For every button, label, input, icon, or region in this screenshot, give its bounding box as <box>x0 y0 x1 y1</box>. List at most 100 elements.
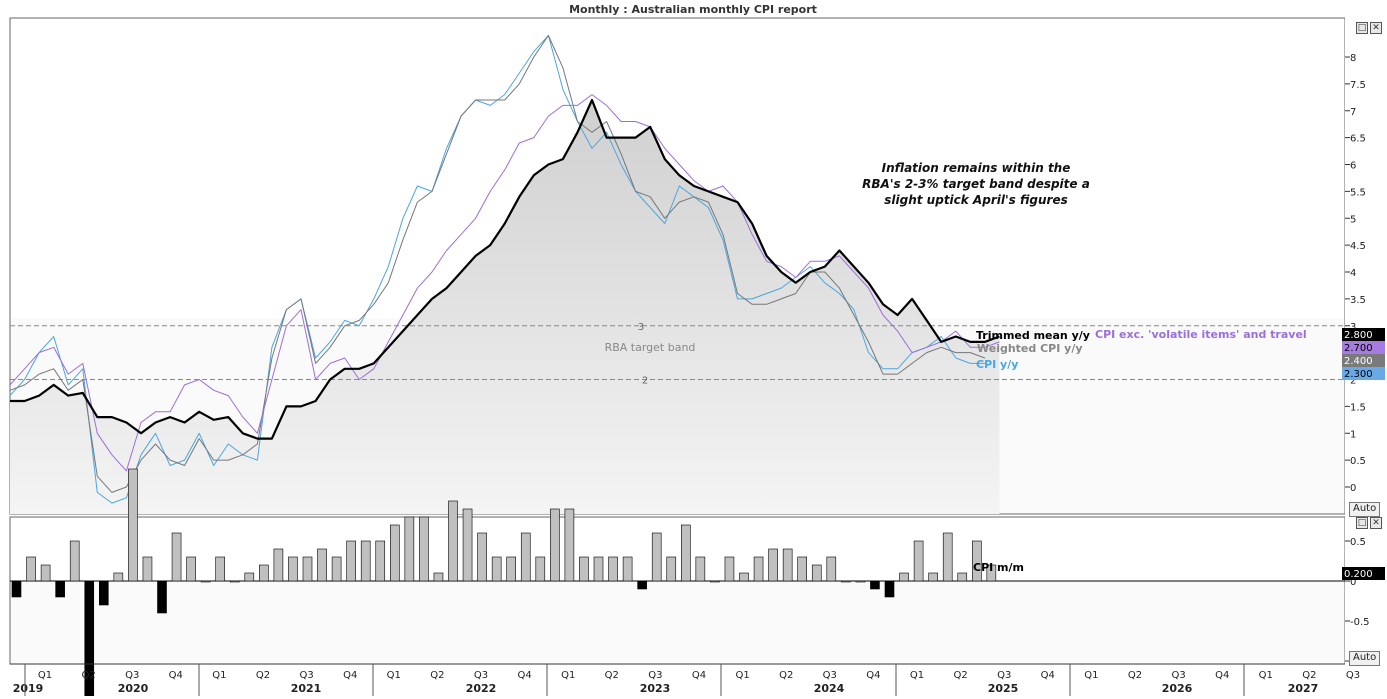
mm-bar <box>710 580 720 583</box>
mm-bar <box>11 580 22 598</box>
mm-bar <box>971 540 982 582</box>
mm-bar <box>40 564 51 582</box>
y-tick-label: 6.5 <box>1350 134 1366 145</box>
y-tick-label: 1 <box>1350 429 1356 440</box>
x-quarter-label: Q2 <box>256 670 270 681</box>
mm-bar <box>419 516 429 582</box>
y-tick-label: 0.5 <box>1350 456 1366 467</box>
legend-cpi: CPI y/y <box>976 358 1018 371</box>
x-year-label: 2024 <box>814 682 845 695</box>
x-quarter-label: Q4 <box>343 670 357 681</box>
mm-bar <box>608 556 618 582</box>
annotation-line-1: Inflation remains within the <box>882 161 1071 175</box>
restore-icon[interactable]: □ <box>1356 517 1368 529</box>
mm-bar <box>739 572 749 582</box>
badge-trimmed-mean-bg <box>1342 328 1385 341</box>
x-quarter-label: Q2 <box>953 670 967 681</box>
y-tick-label: 0 <box>1350 483 1356 494</box>
x-quarter-label: Q2 <box>1302 670 1316 681</box>
badge-mm-bg <box>1342 567 1385 580</box>
mm-bar <box>811 564 822 582</box>
y-tick-label: 6 <box>1350 161 1356 172</box>
mm-bar <box>55 580 65 598</box>
mm-bar <box>433 572 444 582</box>
mm-bar <box>331 556 342 582</box>
x-quarter-label: Q1 <box>1259 670 1273 681</box>
legend-trimmed-mean: Trimmed mean y/y <box>976 329 1090 342</box>
annotation-line-2: RBA's 2-3% target band despite a <box>862 177 1090 191</box>
mm-bar <box>186 556 196 582</box>
mm-bar <box>637 580 647 590</box>
mm-bar <box>782 548 793 582</box>
mm-bar <box>302 556 313 582</box>
chart-title: Monthly : Australian monthly CPI report <box>569 3 817 16</box>
x-year-label: 2027 <box>1288 682 1319 695</box>
y-tick-label: 5 <box>1350 214 1356 225</box>
mm-bar <box>928 572 938 582</box>
trimmed-mean-area <box>10 100 1000 514</box>
y-tick-label: 8 <box>1350 53 1356 64</box>
y-tick-label: 0 <box>1350 577 1356 588</box>
y-tick-label: -0.5 <box>1350 617 1370 628</box>
mm-bar <box>986 564 997 582</box>
x-quarter-label: Q1 <box>561 670 575 681</box>
mm-bar <box>273 548 284 582</box>
x-quarter-label: Q2 <box>81 670 95 681</box>
mm-bar <box>99 580 109 606</box>
mm-bar <box>768 548 778 582</box>
mm-bar <box>128 468 138 582</box>
mm-bar <box>695 556 706 582</box>
band-lower-label: 2 <box>642 376 648 387</box>
x-quarter-label: Q1 <box>212 670 226 681</box>
x-quarter-label: Q2 <box>605 670 619 681</box>
x-quarter-label: Q3 <box>125 670 139 681</box>
close-icon[interactable]: ✕ <box>1370 517 1382 529</box>
band-upper-label: 3 <box>638 322 644 333</box>
mm-bar <box>26 556 36 582</box>
mm-bar <box>942 532 953 582</box>
y-tick-label: 4.5 <box>1350 241 1366 252</box>
x-year-label: 2020 <box>118 682 149 695</box>
x-quarter-label: Q4 <box>1041 670 1055 681</box>
mm-bar <box>899 572 909 582</box>
mm-bar <box>724 556 735 582</box>
cpi-excl-line <box>9 94 1000 472</box>
mm-bar <box>535 556 546 582</box>
mm-bar <box>520 532 531 582</box>
close-icon[interactable]: ✕ <box>1370 22 1382 34</box>
x-year-label: 2019 <box>13 682 44 695</box>
x-quarter-label: Q3 <box>474 670 488 681</box>
x-quarter-label: Q4 <box>169 670 183 681</box>
mm-bar <box>448 500 458 582</box>
y-tick-label: 3.5 <box>1350 295 1366 306</box>
mm-bar <box>870 580 880 590</box>
weighted-cpi-line <box>9 35 986 493</box>
mm-bar <box>113 572 124 582</box>
x-quarter-label: Q3 <box>299 670 313 681</box>
restore-icon[interactable]: □ <box>1356 22 1368 34</box>
legend-cpi-mm: CPI m/m <box>973 561 1024 574</box>
mm-bar <box>797 556 808 582</box>
mm-bar <box>375 540 386 582</box>
x-quarter-label: Q2 <box>1128 670 1142 681</box>
x-quarter-label: Q1 <box>735 670 749 681</box>
badge-cpi: 2.300 <box>1344 369 1373 380</box>
mm-bar <box>360 540 371 582</box>
x-quarter-label: Q4 <box>1215 670 1229 681</box>
mm-bar <box>680 524 691 582</box>
auto-scale-button[interactable]: Auto <box>1349 651 1381 666</box>
mm-bar <box>666 556 677 582</box>
mm-bar <box>622 556 633 582</box>
mm-bar <box>84 580 95 699</box>
x-quarter-label: Q3 <box>997 670 1011 681</box>
x-quarter-label: Q1 <box>387 670 401 681</box>
badge-cpi-bg <box>1342 367 1385 380</box>
x-quarter-label: Q1 <box>38 670 52 681</box>
band-label: RBA target band <box>605 341 696 354</box>
auto-scale-button[interactable]: Auto <box>1349 502 1381 517</box>
mm-bar <box>579 556 589 582</box>
annotation-line-3: slight uptick April's figures <box>884 193 1067 207</box>
y-tick-label: 2 <box>1350 376 1356 387</box>
